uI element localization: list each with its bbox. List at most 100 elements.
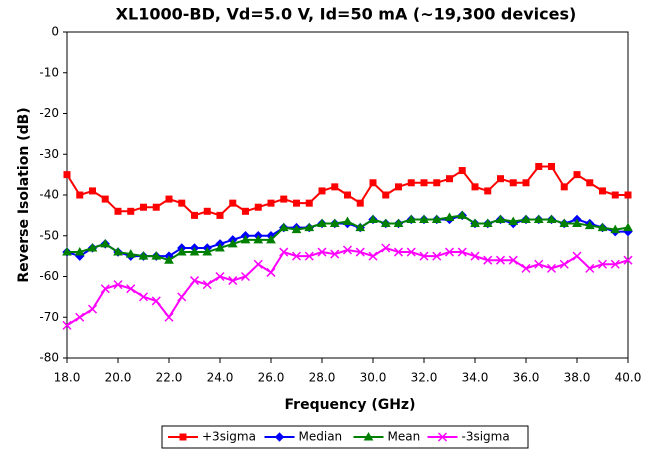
y-tick-label: -10 bbox=[39, 65, 59, 79]
marker bbox=[573, 171, 581, 179]
marker bbox=[420, 179, 428, 187]
marker bbox=[138, 292, 149, 302]
marker bbox=[228, 276, 238, 286]
marker bbox=[572, 218, 582, 228]
y-tick-label: -80 bbox=[39, 351, 59, 365]
marker bbox=[151, 296, 161, 306]
marker bbox=[458, 167, 466, 175]
marker bbox=[75, 312, 85, 322]
marker bbox=[406, 214, 417, 223]
marker bbox=[584, 220, 595, 230]
marker bbox=[87, 242, 98, 252]
marker bbox=[216, 211, 224, 219]
marker bbox=[280, 195, 288, 203]
marker bbox=[610, 259, 620, 269]
y-tick-label: -50 bbox=[39, 228, 59, 242]
marker bbox=[240, 234, 251, 244]
marker bbox=[291, 224, 302, 234]
marker bbox=[495, 214, 506, 223]
marker bbox=[446, 175, 453, 183]
marker bbox=[508, 255, 518, 265]
marker bbox=[381, 243, 391, 253]
marker bbox=[623, 255, 633, 265]
marker bbox=[62, 320, 72, 330]
marker bbox=[317, 218, 327, 228]
marker bbox=[125, 249, 136, 258]
marker bbox=[293, 199, 300, 207]
x-tick-label: 36.0 bbox=[513, 371, 540, 385]
y-tick-label: -40 bbox=[39, 188, 59, 202]
marker bbox=[227, 238, 238, 248]
marker bbox=[179, 433, 187, 441]
marker bbox=[266, 234, 276, 244]
marker bbox=[317, 247, 327, 257]
marker bbox=[342, 216, 353, 225]
marker bbox=[267, 199, 275, 207]
legend-box bbox=[161, 425, 529, 449]
marker bbox=[126, 284, 136, 294]
marker bbox=[548, 162, 555, 170]
marker bbox=[113, 247, 123, 256]
marker bbox=[419, 251, 429, 261]
marker bbox=[533, 214, 544, 223]
marker bbox=[444, 247, 455, 257]
marker bbox=[177, 292, 187, 302]
marker bbox=[368, 214, 378, 223]
x-tick-label: 28.0 bbox=[309, 371, 336, 385]
marker bbox=[572, 251, 582, 261]
marker bbox=[138, 251, 149, 260]
marker bbox=[495, 255, 506, 265]
marker bbox=[599, 187, 606, 195]
marker bbox=[382, 191, 390, 199]
marker bbox=[240, 271, 251, 282]
x-tick-label: 24.0 bbox=[207, 371, 234, 385]
chart-title: XL1000-BD, Vd=5.0 V, Id=50 mA (~19,300 d… bbox=[116, 5, 577, 24]
marker bbox=[344, 191, 351, 199]
marker bbox=[305, 199, 313, 207]
marker bbox=[215, 242, 225, 252]
marker bbox=[484, 187, 492, 195]
x-tick-label: 20.0 bbox=[105, 371, 132, 385]
marker bbox=[546, 214, 557, 223]
x-axis-title: Frequency (GHz) bbox=[285, 397, 416, 413]
marker bbox=[534, 259, 544, 269]
marker bbox=[470, 218, 480, 228]
x-tick-label: 40.0 bbox=[615, 371, 642, 385]
marker bbox=[395, 183, 402, 191]
marker bbox=[164, 312, 174, 322]
marker bbox=[433, 179, 441, 187]
series-line bbox=[66, 246, 629, 327]
marker bbox=[355, 247, 365, 257]
marker bbox=[470, 251, 480, 261]
y-tick-label: -30 bbox=[39, 147, 59, 161]
x-tick-label: 30.0 bbox=[360, 371, 387, 385]
marker bbox=[437, 432, 448, 442]
marker bbox=[497, 175, 504, 183]
marker bbox=[368, 251, 378, 261]
marker bbox=[330, 249, 340, 259]
marker bbox=[419, 214, 429, 223]
marker bbox=[457, 210, 468, 219]
marker bbox=[229, 199, 237, 207]
marker bbox=[291, 251, 302, 261]
marker bbox=[380, 218, 391, 228]
y-tick-label: 0 bbox=[51, 25, 59, 39]
marker bbox=[509, 179, 517, 187]
marker bbox=[274, 432, 285, 442]
marker bbox=[457, 247, 467, 257]
x-tick-label: 26.0 bbox=[258, 371, 285, 385]
x-tick-label: 34.0 bbox=[462, 371, 489, 385]
marker bbox=[624, 191, 632, 199]
x-tick-label: 22.0 bbox=[156, 371, 183, 385]
marker bbox=[189, 276, 200, 286]
marker bbox=[431, 214, 442, 223]
marker bbox=[127, 207, 135, 215]
marker bbox=[74, 247, 85, 256]
marker bbox=[610, 224, 621, 234]
marker bbox=[471, 183, 479, 191]
legend-label: Median bbox=[299, 430, 343, 444]
marker bbox=[521, 214, 531, 223]
marker bbox=[355, 222, 366, 232]
marker bbox=[152, 203, 160, 211]
